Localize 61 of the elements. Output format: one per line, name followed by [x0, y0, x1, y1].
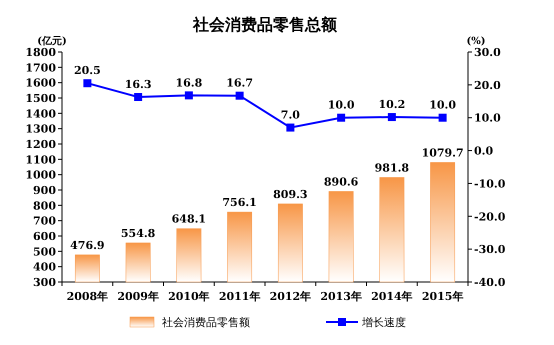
y2-tick-label: -40.0 — [474, 276, 506, 289]
y-tick-label: 700 — [33, 214, 56, 228]
data-label: 1079.7 — [422, 146, 464, 160]
point — [286, 124, 294, 132]
point — [83, 79, 92, 88]
x-tick-label: 2014年 — [371, 290, 413, 303]
y2-tick-label: -20.0 — [474, 210, 506, 224]
chart-title: 社会消费品零售总额 — [192, 15, 338, 34]
y-tick-label: 1800 — [25, 46, 56, 59]
x-tick-label: 2009年 — [117, 290, 159, 303]
data-label: 809.3 — [273, 188, 308, 201]
legend-label: 社会消费品零售额 — [162, 316, 250, 329]
y-tick-label: 600 — [33, 230, 56, 243]
data-label: 890.6 — [324, 175, 359, 188]
y-tick-label: 1500 — [25, 92, 56, 105]
y-tick-label: 800 — [33, 199, 56, 212]
data-label: 7.0 — [280, 108, 300, 122]
y2-axis-title: (%) — [466, 36, 486, 47]
y2-tick-label: 0.0 — [474, 144, 494, 158]
data-label: 10.0 — [328, 98, 355, 112]
point — [388, 113, 396, 122]
data-label: 10.2 — [378, 98, 406, 112]
y-tick-label: 400 — [33, 260, 56, 274]
x-tick-label: 2008年 — [66, 290, 108, 303]
x-tick-label: 2012年 — [270, 290, 312, 303]
data-label: 20.5 — [74, 64, 101, 78]
x-tick-label: 2013年 — [320, 290, 362, 303]
point — [184, 91, 193, 100]
x-tick-label: 2010年 — [168, 290, 210, 303]
y-tick-label: 1300 — [25, 122, 56, 136]
legend-label: 增长速度 — [361, 316, 406, 329]
data-label: 648.1 — [172, 212, 206, 226]
y2-tick-label: 20.0 — [474, 78, 502, 92]
y-axis-title: (亿元) — [37, 35, 67, 47]
data-label: 476.9 — [70, 238, 105, 252]
x-tick-label: 2011年 — [218, 290, 260, 303]
data-label: 10.0 — [429, 98, 456, 112]
y2-tick-label: 10.0 — [474, 112, 502, 125]
point — [134, 93, 142, 102]
data-label: 16.3 — [124, 78, 152, 92]
data-label: 16.7 — [226, 76, 254, 90]
point — [337, 114, 346, 122]
y2-tick-label: 30.0 — [474, 46, 502, 59]
y-tick-label: 1000 — [25, 168, 56, 182]
point — [438, 114, 447, 122]
data-label: 16.8 — [175, 76, 203, 90]
y2-tick-label: -30.0 — [474, 243, 506, 256]
y-tick-label: 1100 — [25, 153, 56, 166]
x-tick-label: 2015年 — [422, 290, 464, 303]
data-label: 981.8 — [374, 161, 410, 174]
y-tick-label: 1400 — [25, 107, 56, 120]
y-tick-label: 1700 — [25, 61, 56, 74]
y-tick-label: 500 — [33, 245, 56, 258]
y-tick-label: 300 — [33, 276, 56, 289]
y-tick-label: 1200 — [25, 138, 56, 151]
y-tick-label: 1600 — [25, 76, 56, 90]
data-label: 554.8 — [120, 226, 156, 240]
data-label: 756.1 — [222, 196, 257, 210]
y2-tick-label: -10.0 — [474, 177, 506, 190]
point — [236, 92, 244, 100]
y-tick-label: 900 — [33, 184, 56, 197]
